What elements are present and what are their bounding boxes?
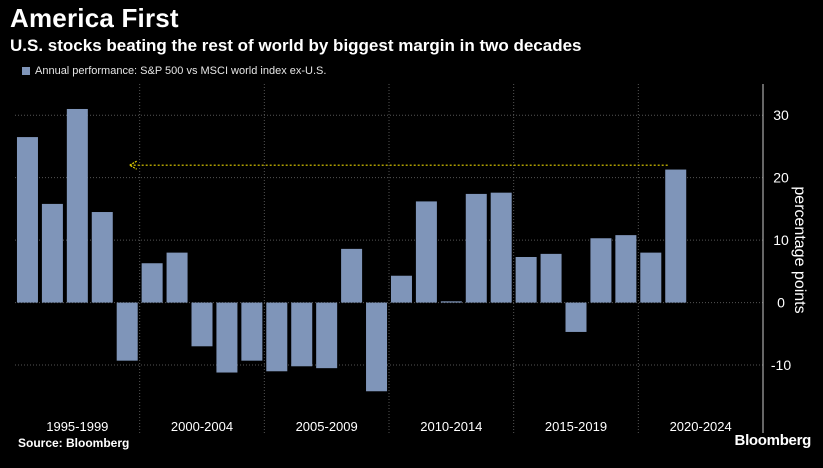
bar	[615, 235, 637, 303]
bar	[540, 253, 562, 303]
bar	[16, 137, 38, 303]
bar	[465, 193, 487, 303]
y-axis-title: percentage points	[791, 186, 808, 313]
bar	[266, 302, 288, 372]
y-tick-label: 20	[773, 170, 789, 186]
bar	[515, 256, 537, 303]
legend-swatch	[22, 67, 30, 75]
bar	[565, 302, 587, 332]
bar	[415, 201, 437, 303]
y-tick-label: 0	[777, 295, 785, 311]
x-group-label: 2010-2014	[420, 419, 482, 434]
chart-subtitle: U.S. stocks beating the rest of world by…	[10, 36, 582, 55]
y-tick-label: 30	[773, 107, 789, 123]
bar	[316, 302, 338, 369]
bar	[91, 212, 113, 303]
bloomberg-logo: Bloomberg	[734, 432, 812, 449]
chart-title: America First	[10, 3, 179, 33]
x-group-label: 2005-2009	[296, 419, 358, 434]
x-group-label: 1995-1999	[46, 419, 108, 434]
source-note: Source: Bloomberg	[18, 436, 130, 450]
bar	[390, 275, 412, 303]
bar	[216, 302, 238, 373]
bar	[665, 169, 687, 303]
x-group-label: 2020-2024	[670, 419, 732, 434]
bar	[640, 252, 662, 303]
bar	[166, 252, 188, 303]
y-tick-label: 10	[773, 232, 789, 248]
bar	[191, 302, 213, 347]
bar	[291, 302, 313, 367]
bar	[590, 238, 612, 303]
y-tick-label: -10	[771, 357, 791, 373]
bar	[141, 263, 163, 303]
bar	[241, 302, 263, 361]
legend-label: Annual performance: S&P 500 vs MSCI worl…	[35, 65, 327, 77]
bar	[116, 302, 138, 361]
bar	[341, 248, 363, 303]
bar	[366, 302, 388, 392]
bar	[490, 192, 512, 303]
bar	[41, 203, 63, 303]
legend: Annual performance: S&P 500 vs MSCI worl…	[22, 65, 326, 77]
bar	[66, 108, 88, 303]
x-group-label: 2015-2019	[545, 419, 607, 434]
bar	[440, 301, 462, 303]
annotation-arrow-head	[128, 160, 137, 170]
x-group-label: 2000-2004	[171, 419, 233, 434]
